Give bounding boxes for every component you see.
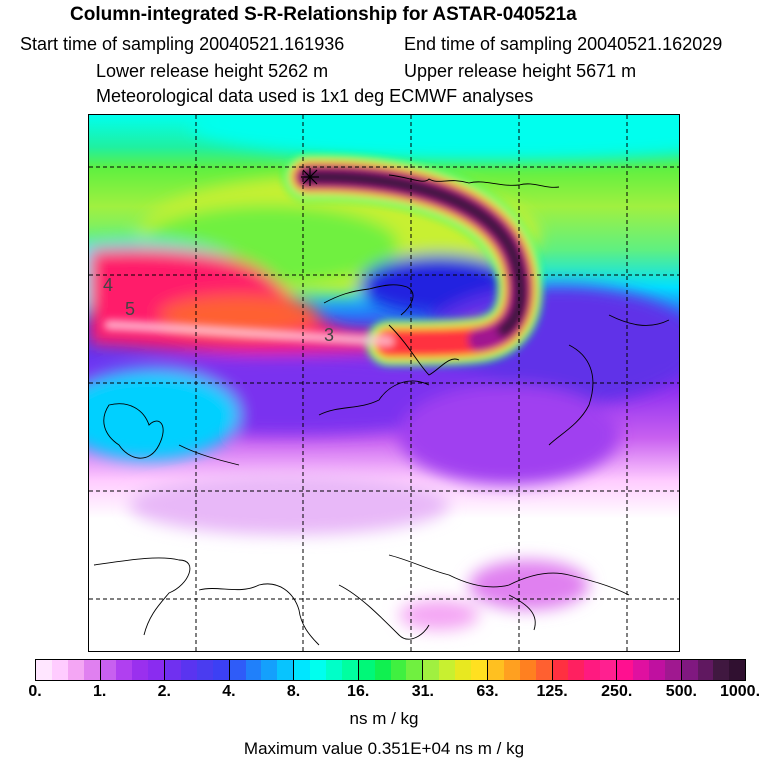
colorbar-segment bbox=[503, 660, 520, 680]
upper-release-height-label: Upper release height 5671 m bbox=[404, 61, 637, 81]
colorbar-tick-label: 125. bbox=[536, 683, 568, 700]
colorbar bbox=[35, 659, 746, 681]
plume bbox=[104, 153, 543, 366]
colorbar-tick-label: 31. bbox=[411, 683, 434, 700]
colorbar-segment bbox=[568, 660, 585, 680]
lower-release-height-label: Lower release height 5262 m bbox=[96, 61, 329, 81]
colorbar-segment bbox=[406, 660, 424, 680]
colorbar-tick-label: 1000. bbox=[719, 683, 761, 700]
colorbar-segment bbox=[36, 660, 52, 680]
colorbar-segment bbox=[729, 660, 746, 680]
colorbar-segment bbox=[326, 660, 342, 680]
colorbar-segment bbox=[471, 660, 488, 680]
colorbar-segment bbox=[100, 660, 117, 680]
colorbar-segment bbox=[519, 660, 536, 680]
field-map: 4 5 3 bbox=[89, 115, 679, 651]
colorbar-segment bbox=[374, 660, 391, 680]
contour-label: 4 bbox=[103, 275, 113, 295]
colorbar-segment bbox=[439, 660, 456, 680]
colorbar-segment bbox=[196, 660, 213, 680]
end-time-label: End time of sampling 20040521.162029 bbox=[404, 34, 723, 54]
colorbar-segment bbox=[277, 660, 295, 680]
colorbar-tick-label: 2. bbox=[157, 683, 171, 700]
colorbar-units: ns m / kg bbox=[349, 709, 419, 728]
meteorological-data-label: Meteorological data used is 1x1 deg ECMW… bbox=[96, 86, 534, 106]
maximum-value-label: Maximum value 0.351E+04 ns m / kg bbox=[243, 739, 525, 758]
colorbar-segment bbox=[390, 660, 407, 680]
colorbar-segment bbox=[116, 660, 133, 680]
colorbar-segment bbox=[310, 660, 327, 680]
colorbar-segment bbox=[341, 660, 359, 680]
colorbar-segment bbox=[664, 660, 682, 680]
colorbar-segment bbox=[535, 660, 553, 680]
colorbar-segment bbox=[455, 660, 472, 680]
colorbar-tick-label: 8. bbox=[286, 683, 301, 700]
colorbar-segment bbox=[617, 660, 633, 680]
colorbar-segment bbox=[713, 660, 730, 680]
colorbar-tick-label: 0. bbox=[28, 683, 42, 700]
colorbar-segment bbox=[294, 660, 311, 680]
start-time-label: Start time of sampling 20040521.161936 bbox=[20, 34, 345, 54]
colorbar-segment bbox=[67, 660, 84, 680]
colorbar-segment bbox=[83, 660, 101, 680]
colorbar-tick-label: 1. bbox=[92, 683, 107, 700]
contour-label: 5 bbox=[125, 299, 135, 319]
colorbar-tick-label: 16. bbox=[347, 683, 370, 700]
colorbar-segment bbox=[245, 660, 262, 680]
colorbar-segment bbox=[261, 660, 278, 680]
colorbar-segment bbox=[148, 660, 166, 680]
colorbar-segment bbox=[358, 660, 375, 680]
release-point-marker bbox=[301, 168, 319, 186]
colorbar-segment bbox=[648, 660, 665, 680]
colorbar-tick-label: 4. bbox=[222, 683, 236, 700]
colorbar-segment bbox=[600, 660, 618, 680]
colorbar-segment bbox=[212, 660, 230, 680]
colorbar-segment bbox=[229, 660, 246, 680]
colorbar-tick-label: 500. bbox=[665, 683, 697, 700]
colorbar-segment bbox=[423, 660, 440, 680]
colorbar-segment bbox=[51, 660, 68, 680]
graticule bbox=[89, 115, 679, 651]
colorbar-segment bbox=[697, 660, 714, 680]
colorbar-segment bbox=[552, 660, 569, 680]
colorbar-segment bbox=[165, 660, 182, 680]
colorbar-segment bbox=[584, 660, 601, 680]
map-panel: 4 5 3 bbox=[88, 114, 680, 652]
contour-label: 3 bbox=[324, 325, 334, 345]
colorbar-tick-label: 250. bbox=[601, 683, 633, 700]
colorbar-tick-label: 63. bbox=[476, 683, 499, 700]
plot-title: Column-integrated S-R-Relationship for A… bbox=[70, 4, 577, 25]
colorbar-segment bbox=[681, 660, 698, 680]
colorbar-segment bbox=[132, 660, 149, 680]
colorbar-segment bbox=[181, 660, 197, 680]
colorbar-segment bbox=[632, 660, 649, 680]
colorbar-segment bbox=[487, 660, 504, 680]
